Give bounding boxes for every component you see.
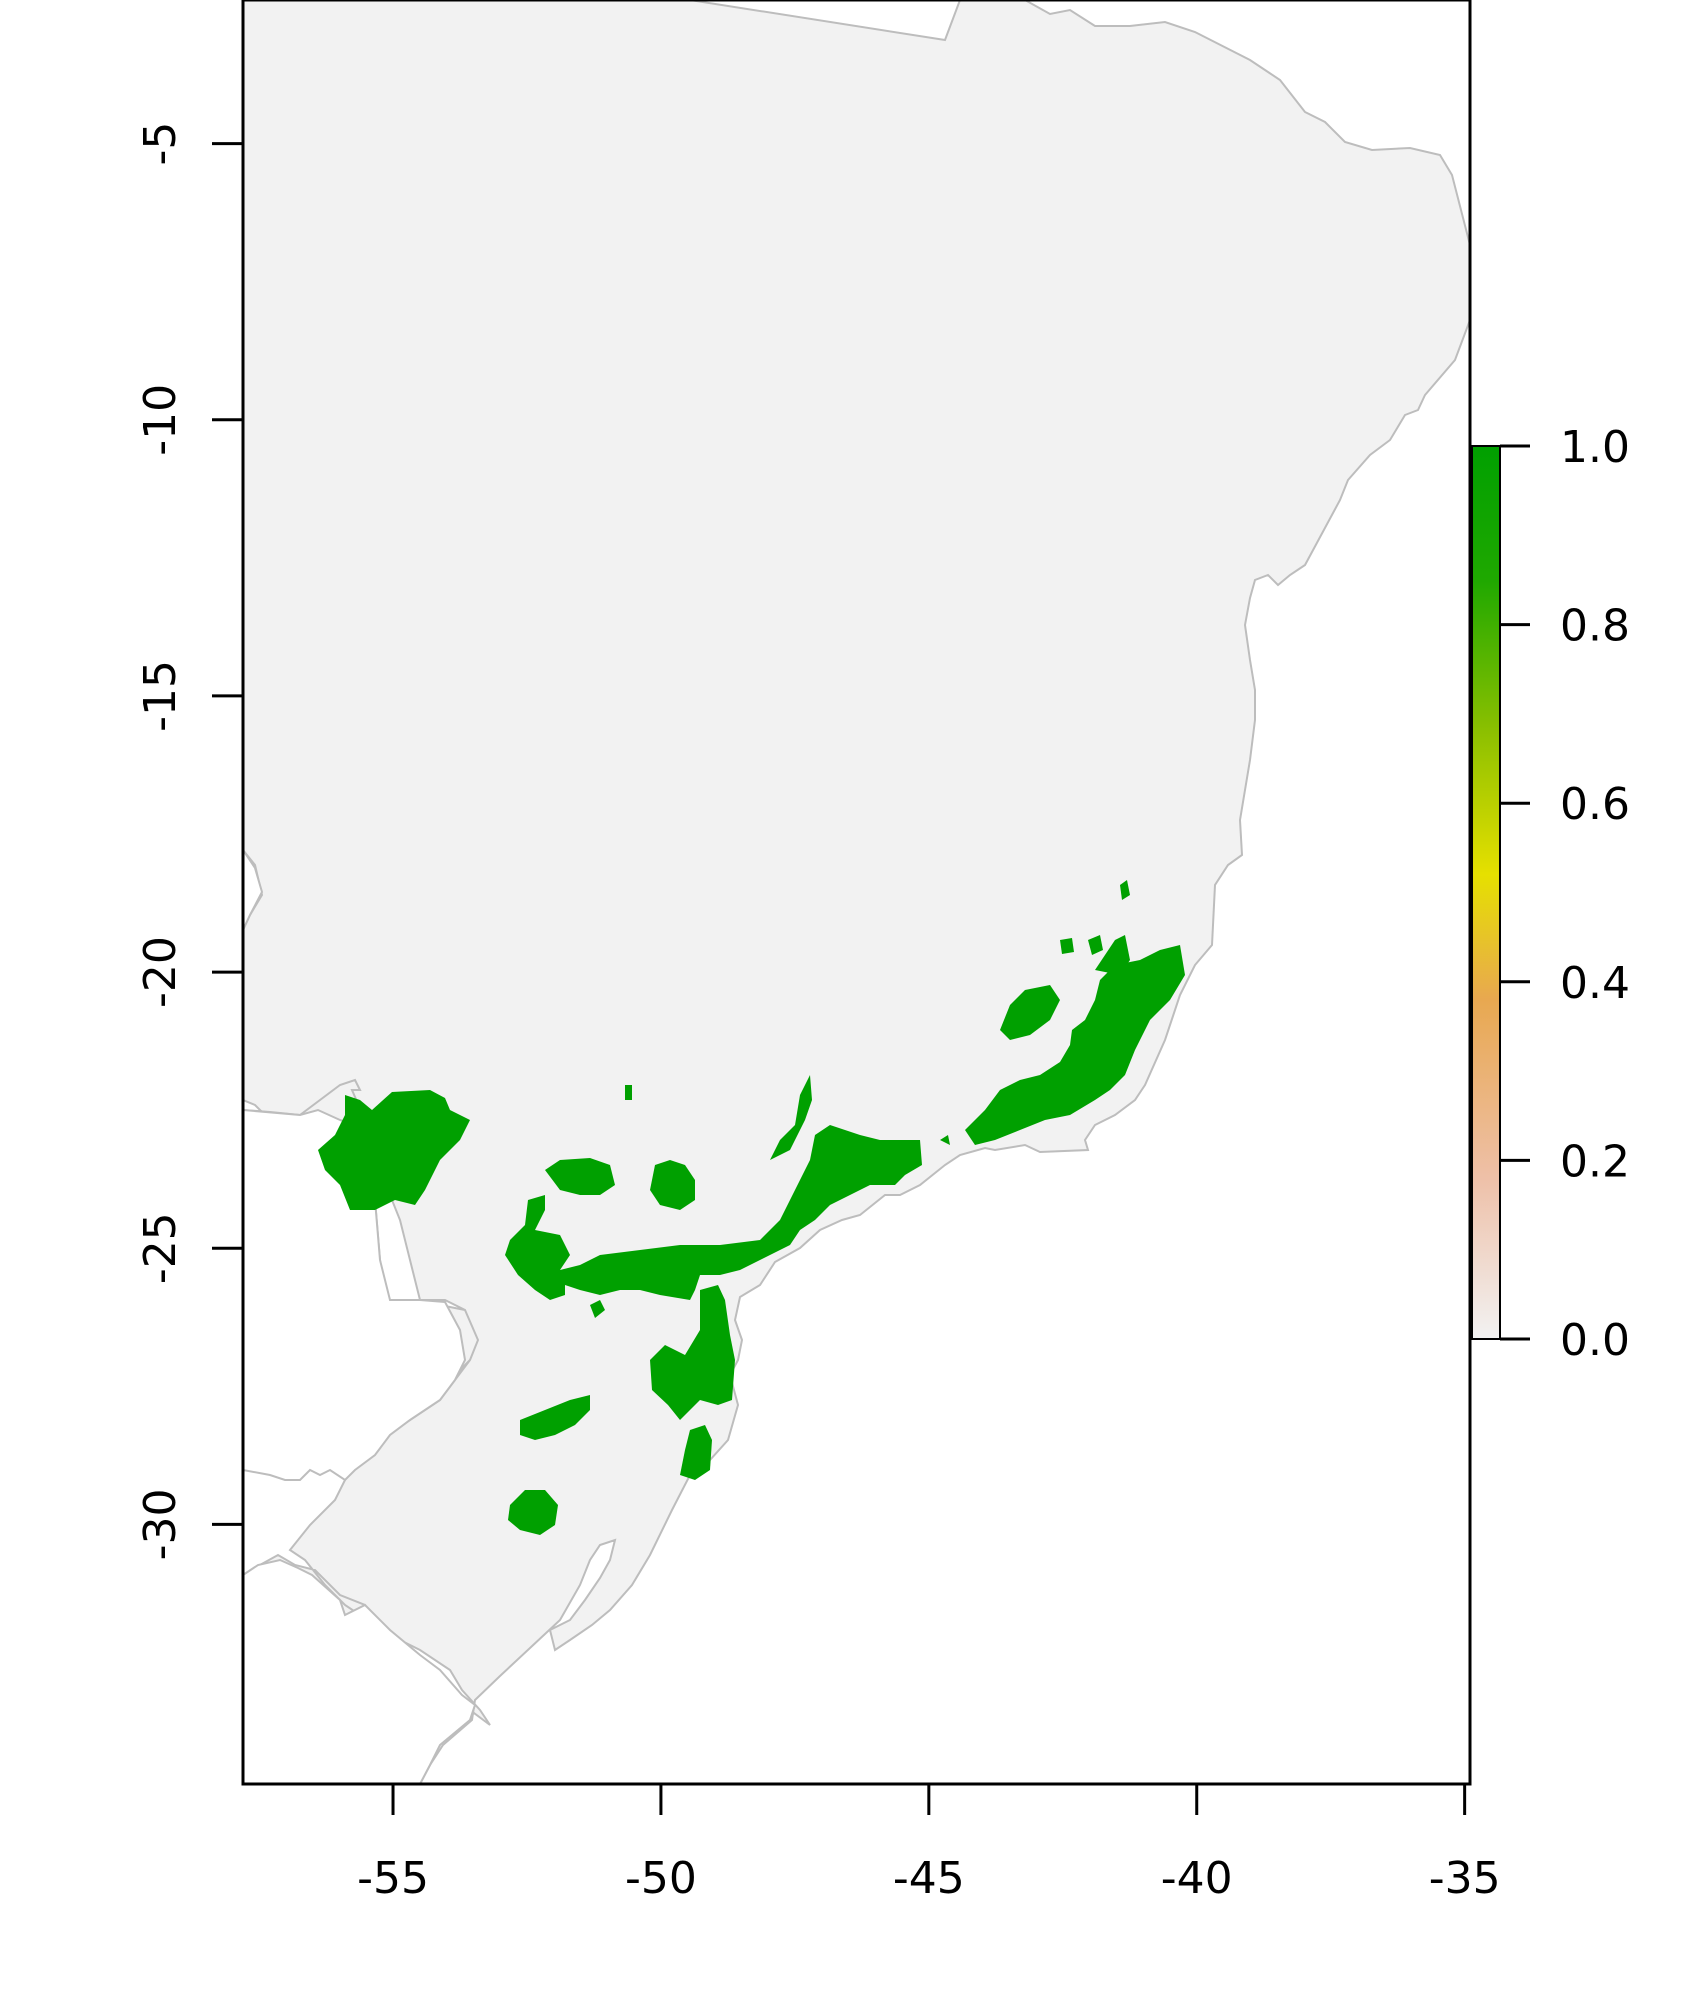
legend-tick-label: 0.8 (1560, 601, 1630, 652)
legend-tick-label: 0.2 (1560, 1136, 1630, 1187)
y-axis: -5 -10 -15 -20 -25 -30 (135, 122, 245, 1560)
patch-parana-mid (650, 1160, 695, 1210)
patch-mg-north (1000, 985, 1060, 1040)
legend-colorbar (1472, 446, 1500, 1339)
legend-tick-label: 0.6 (1560, 779, 1630, 830)
patch-rs-west (520, 1395, 590, 1440)
patch-small-1 (1088, 935, 1103, 955)
legend-tick-label: 1.0 (1560, 422, 1630, 473)
patch-paraguay-border (318, 1090, 470, 1210)
suitability-patches (318, 880, 1185, 1535)
patch-santa-catarina-south (680, 1425, 712, 1480)
patch-rj-mg (965, 945, 1185, 1145)
legend-tick-label: 0.4 (1560, 958, 1630, 1009)
patch-rs-circle (508, 1490, 558, 1535)
land-uruguay (243, 1558, 477, 1784)
patch-parana-ridge (770, 1075, 812, 1160)
y-tick-label: -20 (135, 936, 186, 1008)
y-tick-label: -30 (135, 1488, 186, 1560)
legend-tick-label: 0.0 (1560, 1315, 1630, 1366)
land-brazil (243, 0, 1470, 1784)
legend-ticks: 1.0 0.8 0.6 0.4 0.2 0.0 (1500, 422, 1630, 1366)
x-tick-label: -50 (625, 1853, 697, 1904)
patch-es-north (1095, 935, 1130, 975)
legend: 1.0 0.8 0.6 0.4 0.2 0.0 (1471, 422, 1630, 1366)
x-tick-label: -35 (1429, 1853, 1501, 1904)
x-tick-label: -55 (357, 1853, 429, 1904)
patch-small-6 (590, 1300, 605, 1318)
x-tick-label: -40 (1161, 1853, 1233, 1904)
legend-colorbar-frame (1471, 445, 1501, 1340)
patch-parana-north (545, 1158, 615, 1195)
x-axis: -55 -50 -45 -40 -35 (357, 1782, 1501, 1904)
patch-small-2 (1060, 938, 1074, 954)
land-northwest (243, 848, 264, 931)
x-tick-label: -45 (893, 1853, 965, 1904)
patch-santa-catarina (650, 1285, 735, 1420)
patch-small-4 (940, 1135, 950, 1145)
y-tick-label: -5 (135, 122, 186, 166)
patch-parana-central (505, 1125, 922, 1300)
patch-small-5 (625, 1085, 632, 1100)
y-tick-label: -15 (135, 660, 186, 732)
y-tick-label: -25 (135, 1212, 186, 1284)
patch-small-3 (1120, 880, 1130, 900)
y-tick-label: -10 (135, 384, 186, 456)
map-layer (243, 0, 1470, 1784)
